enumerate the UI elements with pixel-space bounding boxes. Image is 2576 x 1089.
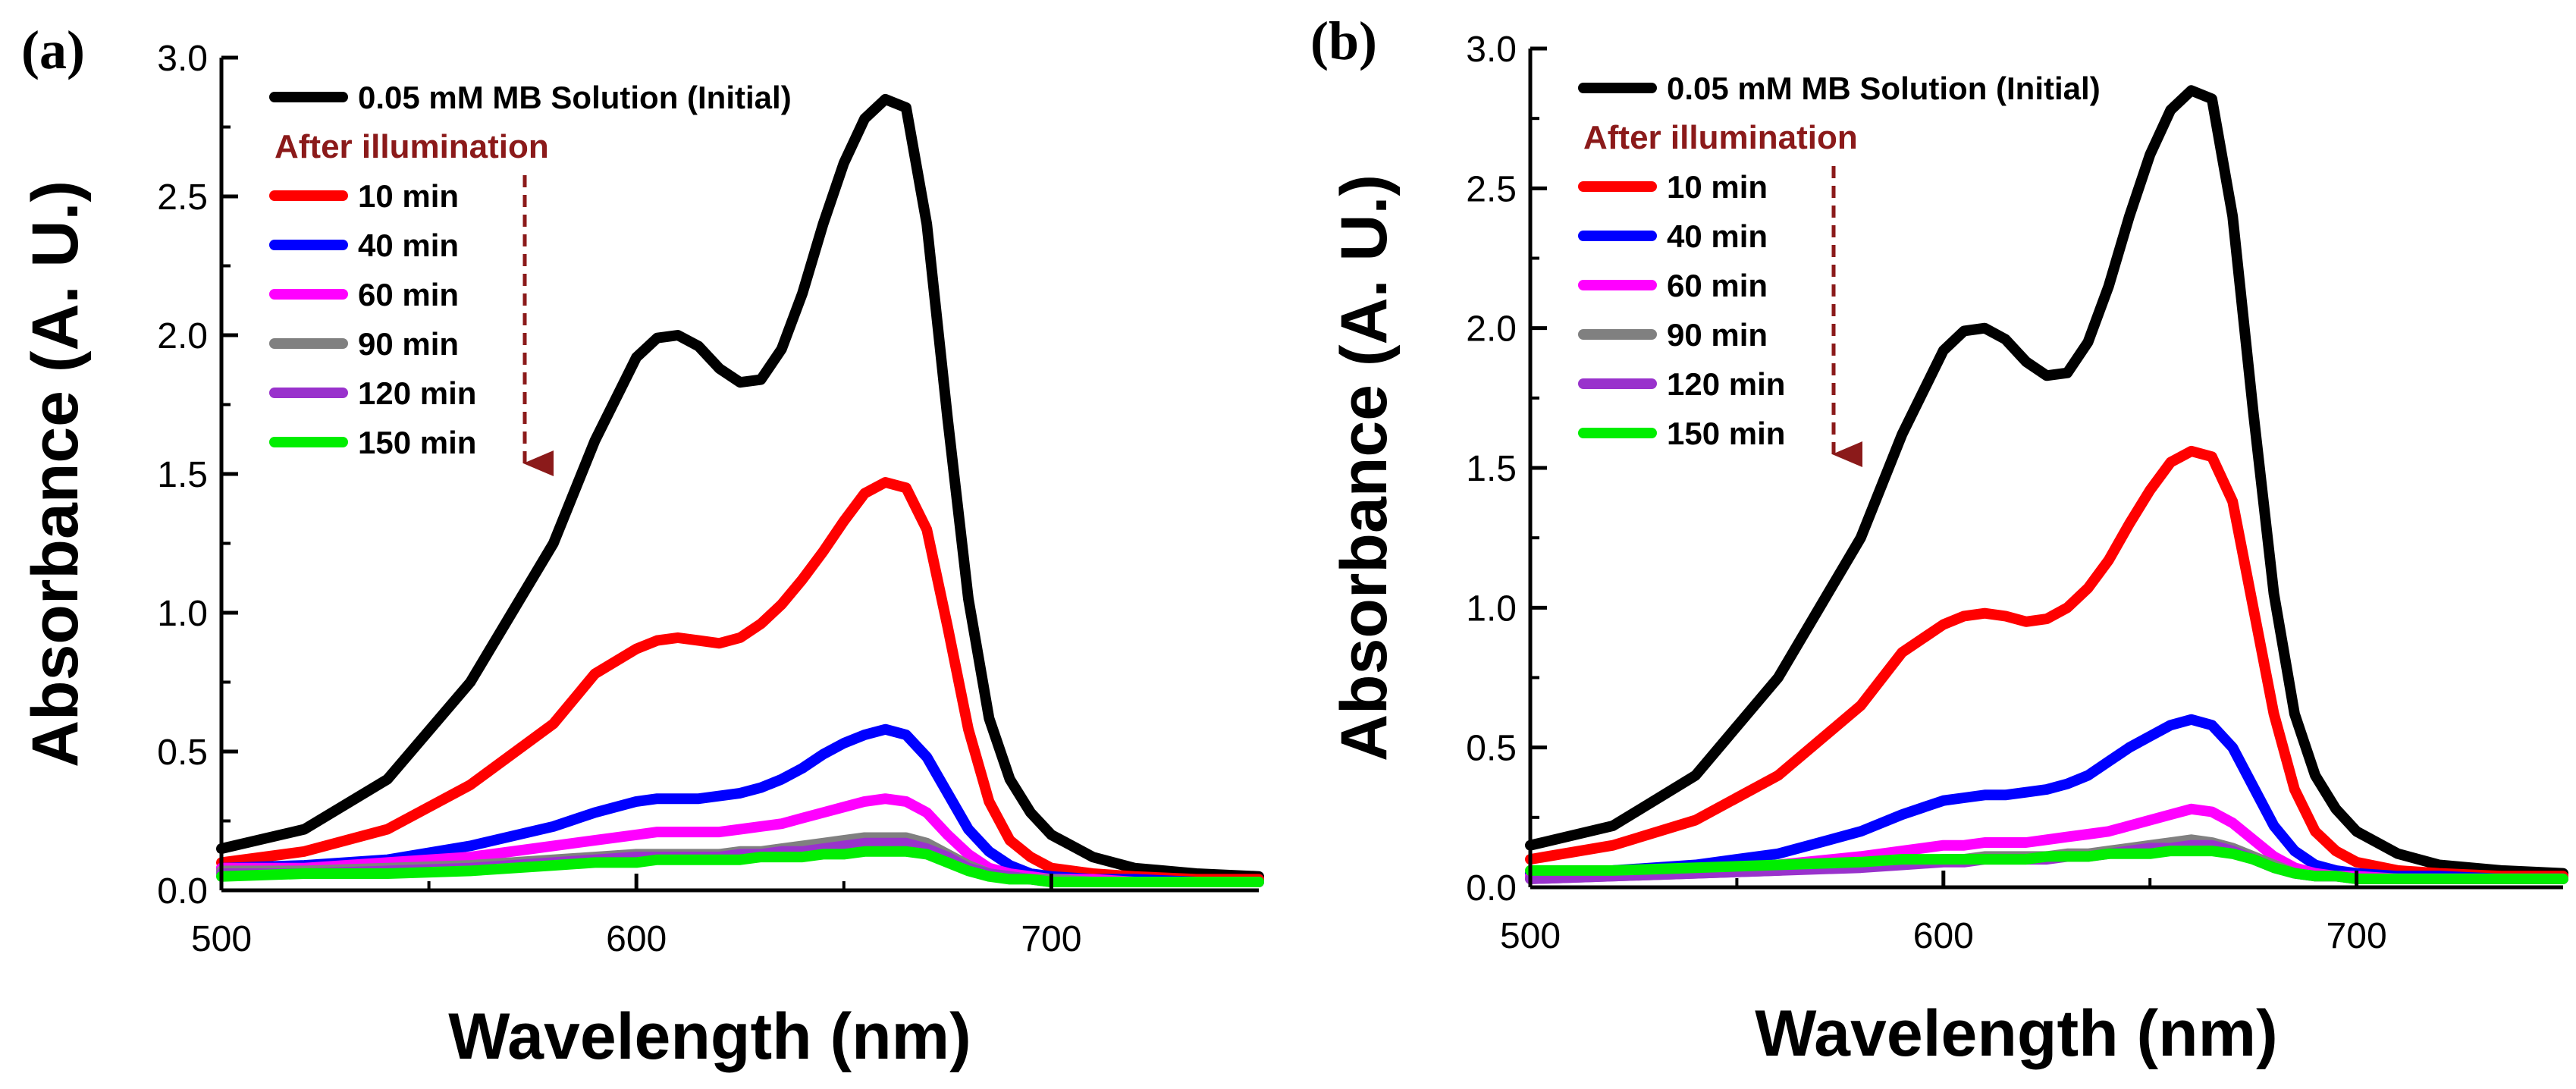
legend-label: 150 min [1667,416,1785,451]
y-tick-label: 2.5 [157,177,208,218]
y-tick-label: 3.0 [1466,30,1517,70]
y-tick-label: 1.5 [157,455,208,495]
x-axis-label: Wavelength (nm) [1755,997,2278,1070]
y-tick-label: 2.0 [157,316,208,356]
series-line-1 [1525,445,2568,882]
legend-label: 0.05 mM MB Solution (Initial) [358,80,792,115]
x-tick-label: 700 [1021,919,1081,959]
legend-label: 0.05 mM MB Solution (Initial) [1667,71,2101,106]
y-tick-label: 0.5 [1466,729,1517,769]
y-tick-label: 1.0 [157,594,208,634]
panel-label: (b) [1310,11,1377,71]
x-tick-label: 600 [606,919,667,959]
legend-label: 60 min [358,277,459,312]
series-line-6 [216,846,1264,887]
series-line-1 [216,477,1264,885]
series-line-0 [1525,85,2568,879]
legend-label: 150 min [358,425,476,460]
y-axis-label: Absorbance (A. U.) [19,180,92,767]
annotation-text: After illumination [275,128,549,165]
y-axis-label: Absorbance (A. U.) [1328,174,1401,761]
y-tick-label: 2.0 [1466,309,1517,350]
chart-panel-b: (b) 0.0 0.5 1.0 1.5 2.0 2.5 3.0 500 600 700 Wavelen… [1310,11,2568,1070]
legend-label: 40 min [1667,218,1768,254]
legend-label: 120 min [1667,366,1785,402]
annotation-text: After illumination [1583,119,1858,156]
legend-label: 120 min [358,375,476,411]
y-tick-label: 3.0 [157,39,208,79]
legend-label: 40 min [358,228,459,263]
legend-label: 90 min [1667,317,1768,353]
x-axis-label: Wavelength (nm) [448,1000,971,1073]
y-tick-label: 2.5 [1466,169,1517,209]
y-tick-label: 0.0 [157,871,208,912]
y-tick-label: 1.0 [1466,588,1517,629]
y-tick-label: 0.5 [157,733,208,773]
chart-panel-a: (a) 0.0 0.5 1.0 1.5 2.0 2.5 3.0 500 600 700 Wavelen… [19,20,1264,1073]
legend-label: 90 min [358,326,459,362]
legend-label: 60 min [1667,268,1768,303]
x-tick-label: 500 [1500,916,1561,956]
legend-label: 10 min [358,178,459,214]
x-tick-label: 500 [191,919,252,959]
y-tick-label: 1.5 [1466,449,1517,489]
legend-label: 10 min [1667,169,1768,205]
series-line-6 [1525,846,2568,884]
x-tick-label: 700 [2327,916,2387,956]
panel-label: (a) [21,20,85,80]
series-line-0 [216,93,1264,882]
x-tick-label: 600 [1913,916,1974,956]
series-line-2 [1525,714,2568,884]
y-tick-label: 0.0 [1466,868,1517,909]
